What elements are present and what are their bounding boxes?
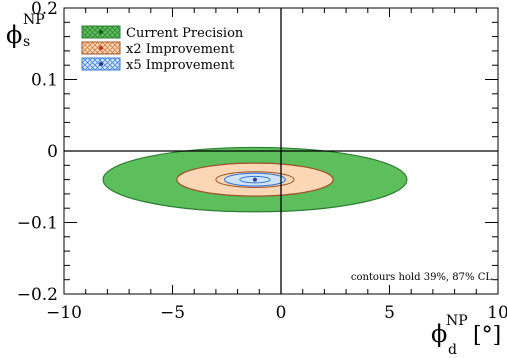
x-axis-label-sup: NP [446,313,468,329]
x-tick-label: 10 [487,303,507,323]
x-axis-label-base: ϕ [431,320,447,348]
reference-lines [64,8,498,294]
y-tick-label: 0.1 [31,71,58,91]
x-axis-label: ϕ NP d [°] [431,313,501,358]
x2-improvement-contour-39pct [215,171,295,188]
y-tick-label: 0 [47,142,58,162]
legend-label-x5-improvement: x5 Improvement [126,58,235,73]
x-axis-label-unit: [°] [473,323,501,348]
x5-improvement-marker [252,177,257,182]
y-tick-label: 0.2 [31,0,58,19]
x-tick-label: 5 [384,303,395,323]
legend-marker-x2-improvement [98,45,104,51]
y-axis-label-sub: s [23,34,30,50]
legend-label-current-precision: Current Precision [126,26,244,41]
y-axis-label: ϕ NP s [6,12,45,50]
legend-marker-x5-improvement [98,61,104,67]
axis-ticks: −10 −5 0 5 10 −0.2 −0.1 0 0.1 0.2 [17,0,507,323]
cl-annotation: contours hold 39%, 87% CL [351,272,493,283]
x-tick-label: −10 [46,303,82,323]
x-tick-label: 0 [276,303,287,323]
legend-marker-current-precision [98,29,104,35]
y-axis-label-base: ϕ [6,21,22,49]
y-axis-label-sup: NP [23,12,45,28]
y-tick-label: −0.2 [17,285,58,305]
x-tick-label: −5 [160,303,185,323]
x-axis-label-sub: d [448,342,457,358]
legend-label-x2-improvement: x2 Improvement [126,42,235,57]
x5-improvement-contour-39pct [239,175,271,184]
contour-layer [102,146,408,213]
y-tick-label: −0.1 [17,214,58,234]
